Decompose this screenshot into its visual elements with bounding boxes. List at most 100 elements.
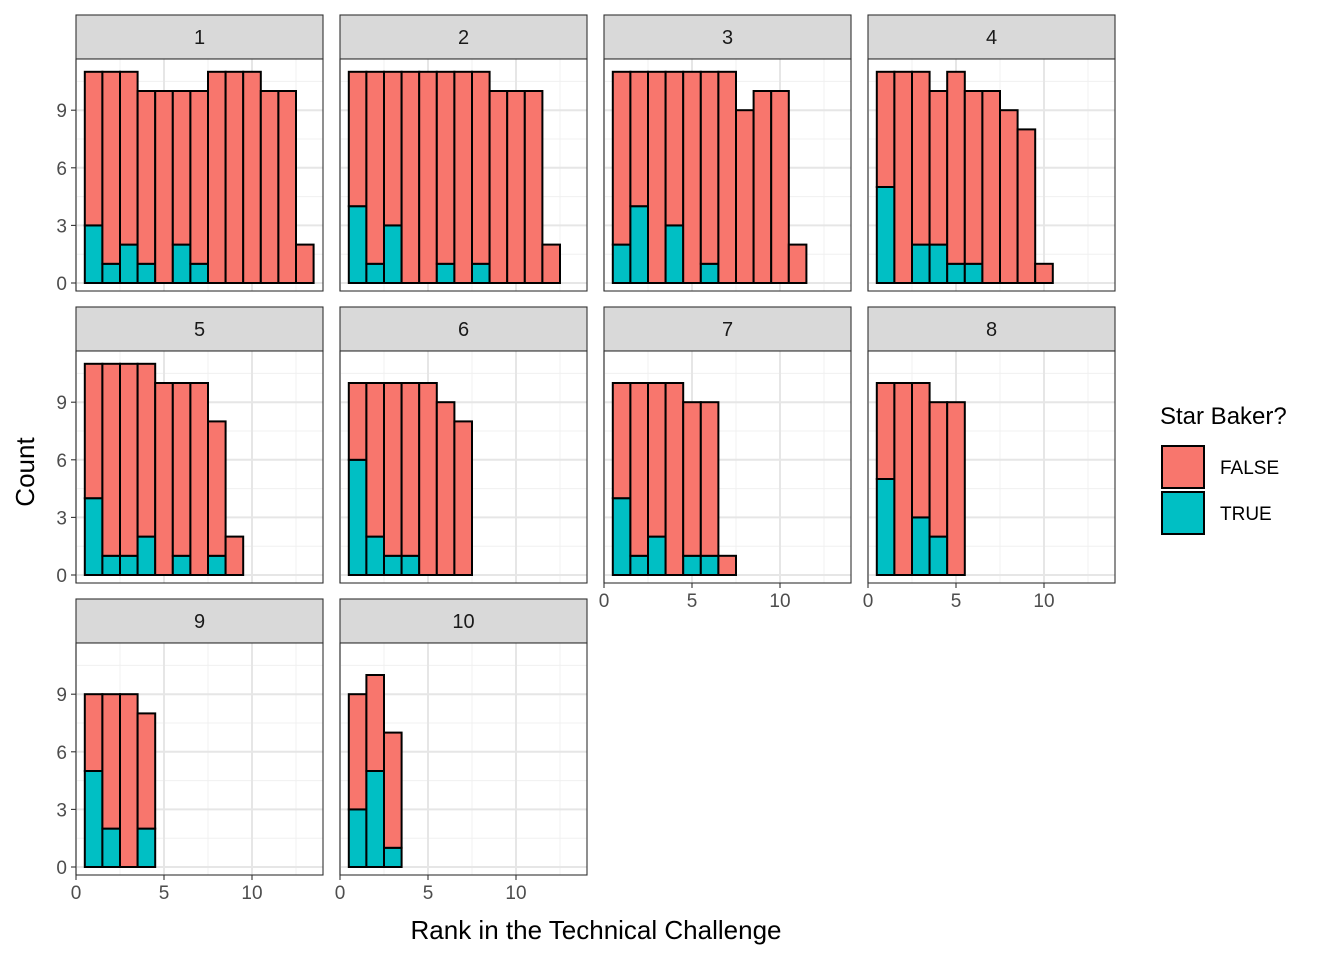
facet-strip-label: 3 (722, 27, 733, 49)
facet-strip-label: 6 (458, 319, 469, 341)
bar-false-rank-6 (699, 70, 720, 265)
x-tick-label: 10 (1033, 591, 1054, 612)
facet-strip-label: 1 (194, 27, 205, 49)
bar-false-rank-7 (189, 90, 209, 265)
bar-true-rank-8 (471, 262, 491, 284)
bar-false-rank-1 (83, 362, 104, 500)
bar-true-rank-1 (875, 186, 896, 284)
bar-true-rank-4 (136, 262, 157, 284)
x-tick-label: 10 (241, 883, 262, 904)
bar-true-rank-6 (171, 554, 192, 576)
bar-false-rank-6 (435, 401, 456, 577)
panel-border (75, 350, 324, 584)
bar-false-rank-4 (136, 712, 157, 830)
y-tick-label: 6 (56, 451, 67, 472)
x-tick-label: 10 (505, 883, 526, 904)
bar-false-rank-5 (682, 70, 702, 284)
y-tick-label: 0 (56, 566, 67, 587)
panel-border (603, 58, 852, 292)
bar-false-rank-4 (136, 362, 157, 538)
facet-strip-label: 5 (194, 319, 205, 341)
bar-false-rank-7 (189, 382, 209, 576)
bar-true-rank-6 (699, 262, 720, 284)
bar-false-rank-10 (1034, 262, 1054, 284)
bar-true-rank-4 (136, 827, 157, 868)
bar-false-rank-8 (735, 109, 755, 284)
bar-false-rank-2 (893, 70, 914, 284)
panel-border (75, 58, 324, 292)
x-tick-label: 5 (951, 591, 962, 612)
bar-false-rank-2 (365, 382, 385, 538)
bar-false-rank-1 (347, 70, 368, 208)
facet-strip-label: 9 (194, 611, 205, 633)
bar-true-rank-2 (365, 262, 385, 284)
y-tick-label: 0 (56, 858, 67, 879)
bar-false-rank-1 (875, 70, 896, 188)
bar-false-rank-3 (911, 382, 931, 519)
facet-strip-label: 10 (452, 611, 474, 633)
bar-false-rank-1 (611, 70, 632, 246)
bar-false-rank-3 (383, 70, 403, 227)
panel-border (867, 350, 1116, 584)
bar-true-rank-2 (101, 554, 122, 576)
bar-true-rank-2 (365, 535, 385, 576)
facet-panel-5: 5 0 3 6 9 (56, 306, 324, 587)
facet-strip (867, 14, 1116, 60)
bar-true-rank-3 (911, 243, 931, 285)
bar-true-rank-1 (83, 224, 104, 284)
bar-true-rank-4 (928, 535, 949, 576)
y-tick-label: 9 (56, 393, 67, 414)
panel-border (339, 350, 588, 584)
bar-false-rank-1 (83, 70, 104, 227)
y-tick-label: 6 (56, 159, 67, 180)
bar-false-rank-13 (295, 243, 315, 285)
facet-panel-3: 3 (603, 14, 852, 292)
bar-false-rank-9 (488, 90, 509, 284)
bar-false-rank-7 (717, 70, 738, 284)
facet-strip (339, 14, 588, 60)
bar-false-rank-1 (347, 382, 368, 461)
bar-false-rank-5 (418, 70, 438, 284)
bar-true-rank-3 (911, 516, 931, 577)
bar-false-rank-8 (207, 70, 227, 284)
bar-false-rank-7 (717, 554, 738, 576)
bar-false-rank-2 (101, 693, 122, 830)
bar-false-rank-4 (664, 70, 685, 227)
facet-panel-4: 4 (867, 14, 1116, 292)
y-tick-label: 6 (56, 743, 67, 764)
facet-strip (339, 598, 588, 644)
legend-label-true: TRUE (1220, 504, 1272, 525)
facet-strip-label: 2 (458, 27, 469, 49)
bar-false-rank-10 (770, 90, 790, 284)
bar-true-rank-3 (119, 554, 139, 576)
bar-true-rank-6 (699, 554, 720, 576)
bar-false-rank-4 (928, 401, 949, 538)
panel-border (339, 642, 588, 876)
facet-panel-10: 10 0 5 10 (335, 598, 588, 904)
y-tick-label: 0 (56, 274, 67, 295)
legend-key-false (1161, 445, 1205, 489)
bar-true-rank-1 (83, 770, 104, 868)
bar-true-rank-4 (400, 554, 421, 576)
bar-false-rank-1 (611, 382, 632, 500)
panel-border (867, 58, 1116, 292)
panel-border (75, 642, 324, 876)
legend-label-false: FALSE (1220, 458, 1279, 479)
x-tick-label: 0 (335, 883, 346, 904)
bar-false-rank-9 (752, 90, 773, 284)
bar-false-rank-5 (946, 401, 966, 577)
bar-false-rank-1 (875, 382, 896, 480)
facet-panel-6: 6 (339, 306, 588, 584)
bar-true-rank-7 (189, 262, 209, 284)
y-tick-label: 3 (56, 216, 67, 237)
bar-false-rank-8 (999, 109, 1019, 284)
bar-true-rank-1 (83, 497, 104, 577)
legend-key-true (1161, 491, 1205, 535)
bar-false-rank-5 (154, 382, 174, 576)
facet-strip (603, 14, 852, 60)
bar-false-rank-3 (647, 70, 667, 284)
facet-panel-8: 8 0 5 10 (863, 306, 1116, 612)
bar-false-rank-9 (1016, 128, 1037, 284)
